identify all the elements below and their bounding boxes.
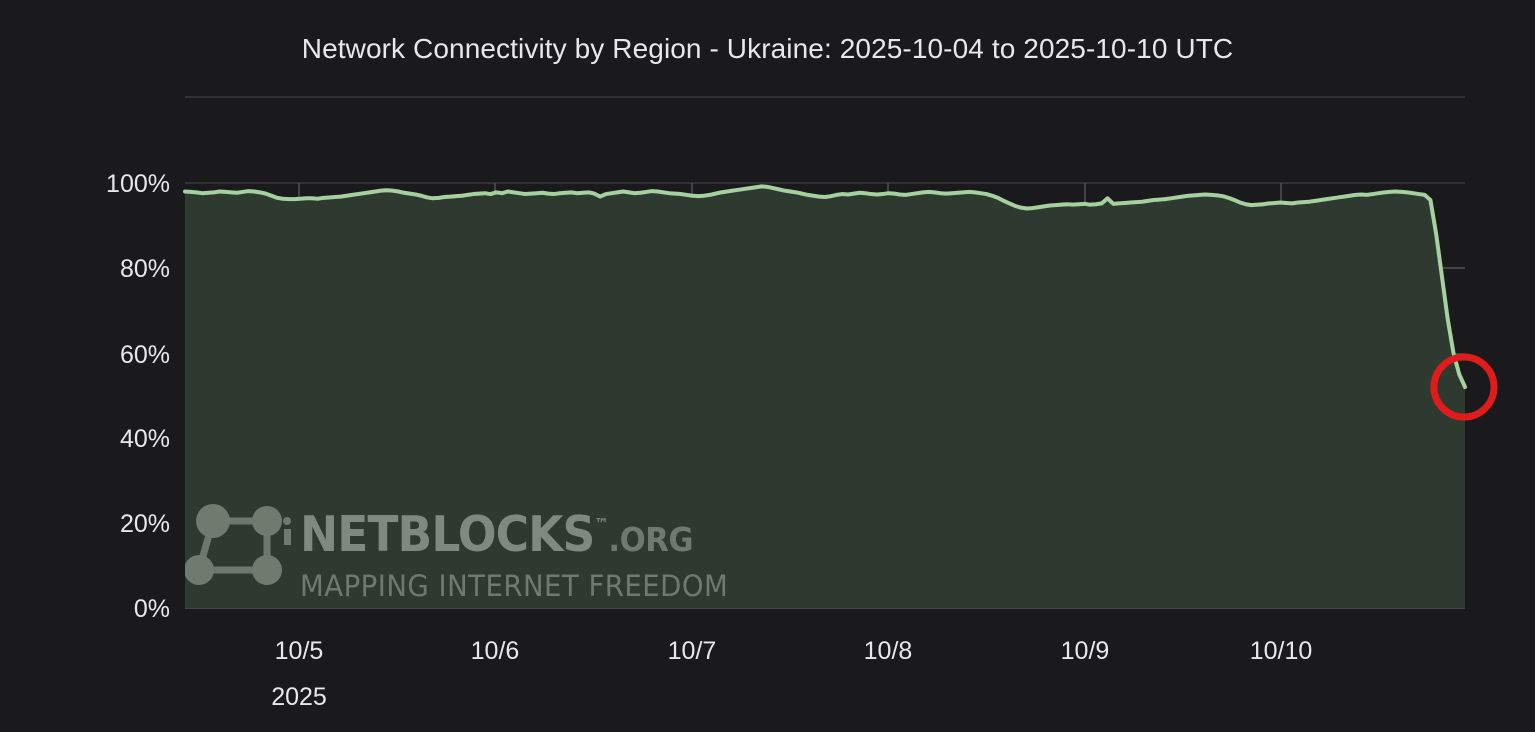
y-tick-label: 40% bbox=[119, 425, 170, 453]
x-tick-label: 10/7 bbox=[667, 637, 717, 665]
x-tick-label: 10/8 bbox=[863, 637, 913, 665]
data-line bbox=[183, 184, 1467, 389]
annotation-circle-icon bbox=[1430, 353, 1498, 421]
x-tick-label: 10/5 bbox=[274, 637, 324, 665]
x-tick-label: 10/9 bbox=[1060, 637, 1110, 665]
x-axis-year-label: 2025 bbox=[271, 683, 327, 711]
y-axis-ticks: 100% 80% 60% 40% 20% 0% bbox=[20, 0, 170, 732]
y-tick-label: 0% bbox=[133, 595, 170, 623]
chart-title: Network Connectivity by Region - Ukraine… bbox=[301, 33, 1234, 64]
y-tick-label: 100% bbox=[106, 170, 170, 198]
y-tick-label: 20% bbox=[119, 510, 170, 538]
x-tick-label: 10/6 bbox=[470, 637, 520, 665]
area-fill bbox=[185, 186, 1465, 608]
y-tick-label: 80% bbox=[119, 255, 170, 283]
y-tick-label: 60% bbox=[119, 341, 170, 369]
x-tick-label: 10/10 bbox=[1249, 637, 1313, 665]
